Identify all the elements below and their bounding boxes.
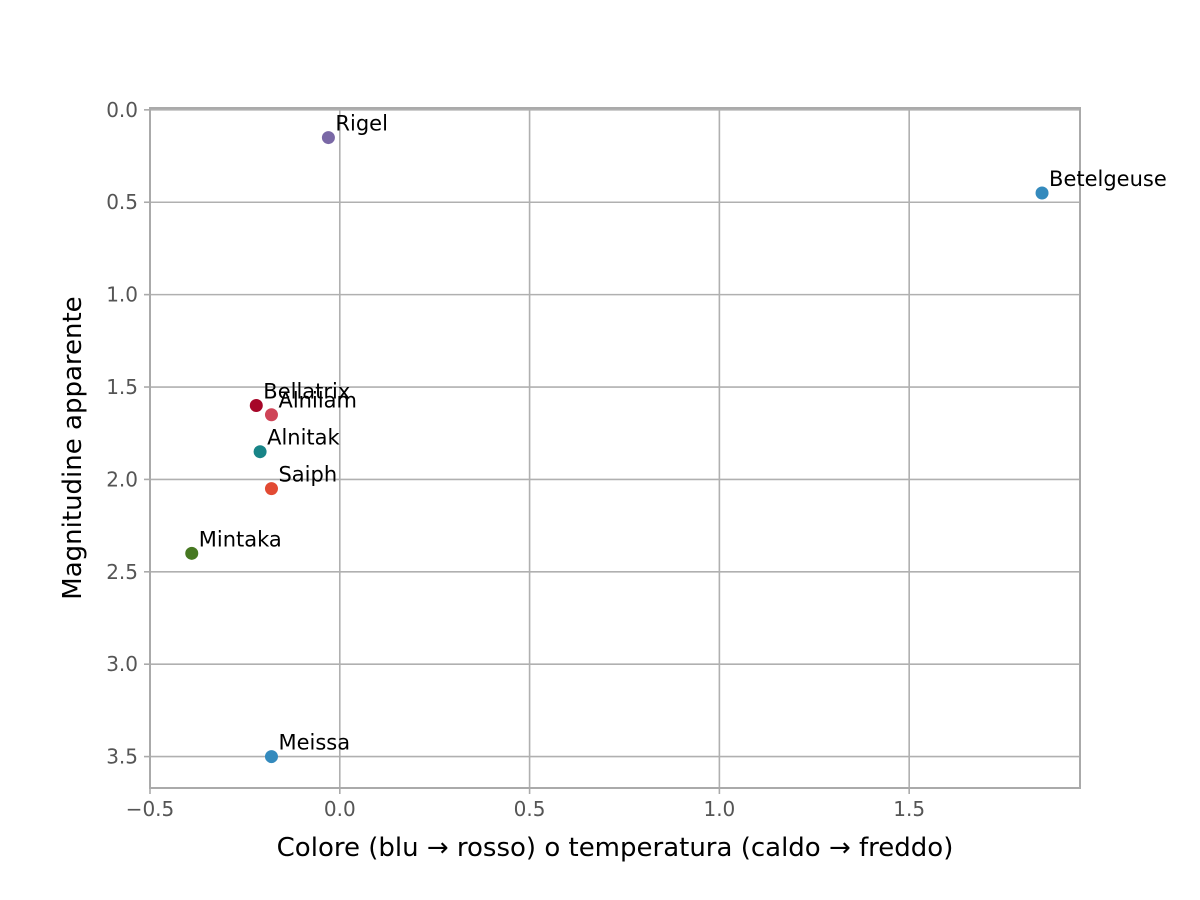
grid <box>149 108 1080 788</box>
y-tick-label: 3.0 <box>106 652 138 676</box>
x-axis-ticks: −0.5 0.0 0.5 1.0 1.5 <box>126 788 925 821</box>
data-point-rigel <box>321 131 335 145</box>
data-point-alnitak <box>253 445 267 459</box>
data-point-betelgeuse <box>1035 186 1049 200</box>
y-axis-ticks: 0.0 0.5 1.0 1.5 2.0 2.5 3.0 3.5 <box>106 98 150 769</box>
point-label-betelgeuse: Betelgeuse <box>1049 167 1167 191</box>
point-label-rigel: Rigel <box>335 112 388 136</box>
data-point-bellatrix <box>249 399 263 412</box>
y-tick-label: 0.0 <box>106 98 138 122</box>
x-tick-label: 0.5 <box>514 797 546 821</box>
y-tick-label: 3.5 <box>106 745 138 769</box>
point-label-alnitak: Alnitak <box>267 426 340 450</box>
plot-frame <box>149 107 1081 789</box>
x-axis-label: Colore (blu → rosso) o temperatura (cald… <box>277 833 954 863</box>
y-tick-label: 0.5 <box>106 190 138 214</box>
y-tick-label: 2.5 <box>106 560 138 584</box>
point-label-bellatrix: Bellatrix <box>263 380 350 404</box>
point-label-mintaka: Mintaka <box>199 527 282 551</box>
x-tick-label: 1.5 <box>893 797 925 821</box>
data-point-mintaka <box>185 546 199 560</box>
y-tick-label: 1.0 <box>106 283 138 307</box>
x-tick-label: 0.0 <box>324 797 356 821</box>
point-label-saiph: Saiph <box>278 463 337 487</box>
data-points <box>185 131 1049 764</box>
x-tick-label: −0.5 <box>126 797 175 821</box>
y-tick-label: 2.0 <box>106 467 138 491</box>
data-point-meissa <box>264 750 278 764</box>
data-point-alnilam <box>264 408 278 422</box>
point-label-alnilam: Alnilam <box>278 389 357 413</box>
data-point-saiph <box>264 482 278 496</box>
point-label-meissa: Meissa <box>278 731 350 755</box>
x-tick-label: 1.0 <box>703 797 735 821</box>
y-tick-label: 1.5 <box>106 375 138 399</box>
y-axis-label: Magnitudine apparente <box>58 296 88 599</box>
